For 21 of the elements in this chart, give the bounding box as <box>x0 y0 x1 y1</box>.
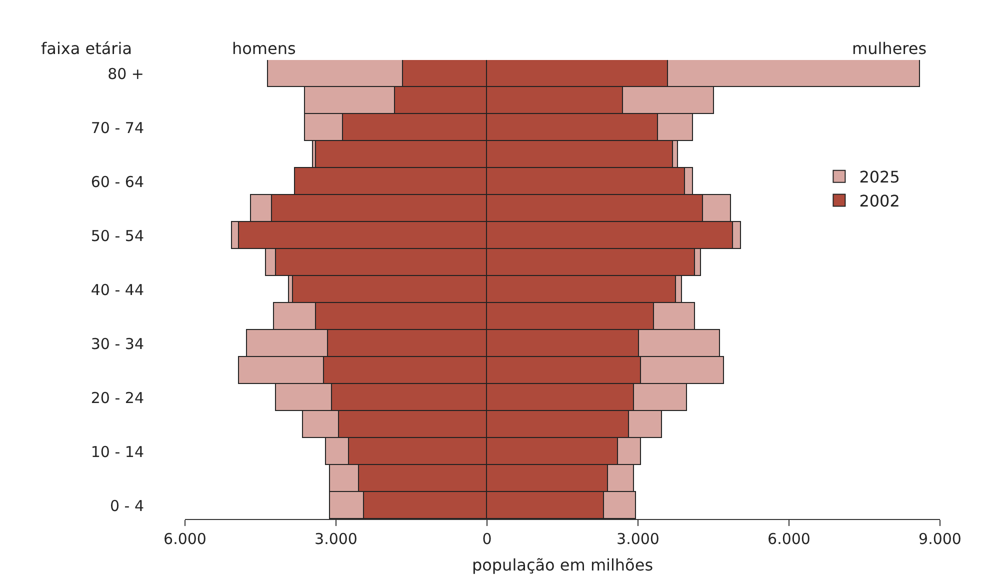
y-tick-label: 0 - 4 <box>110 496 144 515</box>
y-tick-label: 50 - 54 <box>90 226 144 245</box>
x-tick-label: 0 <box>482 530 492 548</box>
text: homens <box>232 39 296 58</box>
text: mulheres <box>852 39 927 58</box>
x-tick-label: 3.000 <box>314 530 358 548</box>
x-tick-label: 3.000 <box>616 530 660 548</box>
x-tick-label: 6.000 <box>768 530 810 548</box>
x-axis-title: população em milhões <box>472 556 654 575</box>
y-tick-label: 70 - 74 <box>90 118 144 137</box>
y-tick-label: 10 - 14 <box>90 442 144 461</box>
y-tick-label: 20 - 24 <box>90 388 144 407</box>
y-tick-label: 60 - 64 <box>90 172 144 191</box>
legend-label: 2002 <box>859 191 900 210</box>
y-tick-label: 80 + <box>108 64 144 83</box>
x-tick-label: 6.000 <box>164 530 206 548</box>
legend-label: 2025 <box>859 168 900 187</box>
y-axis-title: faixa etária <box>41 39 132 58</box>
y-tick-label: 40 - 44 <box>90 280 144 299</box>
x-tick-label: 9.000 <box>918 530 962 548</box>
y-tick-label: 30 - 34 <box>90 334 144 353</box>
